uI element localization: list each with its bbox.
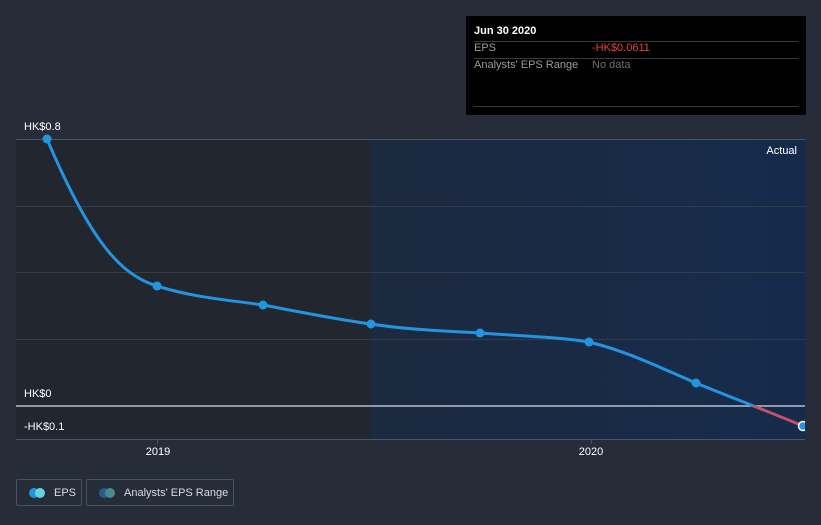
tooltip-eps-value: -HK$0.0611	[592, 42, 650, 54]
legend-range-label: Analysts' EPS Range	[124, 486, 229, 499]
y-axis-label-top: HK$0.8	[24, 121, 61, 133]
data-point[interactable]	[691, 378, 701, 388]
data-point[interactable]	[475, 328, 485, 338]
tooltip: Jun 30 2020 EPS -HK$0.0611 Analysts' EPS…	[466, 16, 806, 115]
tooltip-range-value: No data	[592, 59, 631, 71]
actual-region	[371, 139, 805, 439]
range-legend-icon	[99, 487, 115, 498]
legend-eps-label: EPS	[54, 486, 77, 499]
tooltip-divider	[474, 106, 798, 107]
data-point[interactable]	[152, 281, 162, 291]
tooltip-date: Jun 30 2020	[474, 25, 537, 37]
y-axis-label-bottom: -HK$0.1	[24, 421, 65, 433]
right-margin	[805, 130, 821, 450]
y-axis-label-zero: HK$0	[24, 388, 52, 400]
actual-region-label: Actual	[766, 145, 797, 157]
tooltip-divider	[474, 41, 798, 42]
legend-eps-button[interactable]: EPS	[16, 479, 82, 506]
grid-lines	[16, 139, 805, 444]
tooltip-divider	[474, 58, 798, 59]
data-point[interactable]	[42, 134, 52, 144]
x-axis-label-2019: 2019	[145, 446, 171, 458]
past-region	[16, 139, 371, 439]
data-point[interactable]	[366, 319, 376, 329]
x-axis-label-2020: 2020	[578, 446, 604, 458]
data-point[interactable]	[258, 300, 268, 310]
eps-legend-icon	[29, 487, 45, 498]
legend-analysts-range-button[interactable]: Analysts' EPS Range	[86, 479, 234, 506]
tooltip-eps-label: EPS	[474, 42, 497, 54]
data-point[interactable]	[584, 337, 594, 347]
tooltip-range-label: Analysts' EPS Range	[474, 59, 579, 71]
